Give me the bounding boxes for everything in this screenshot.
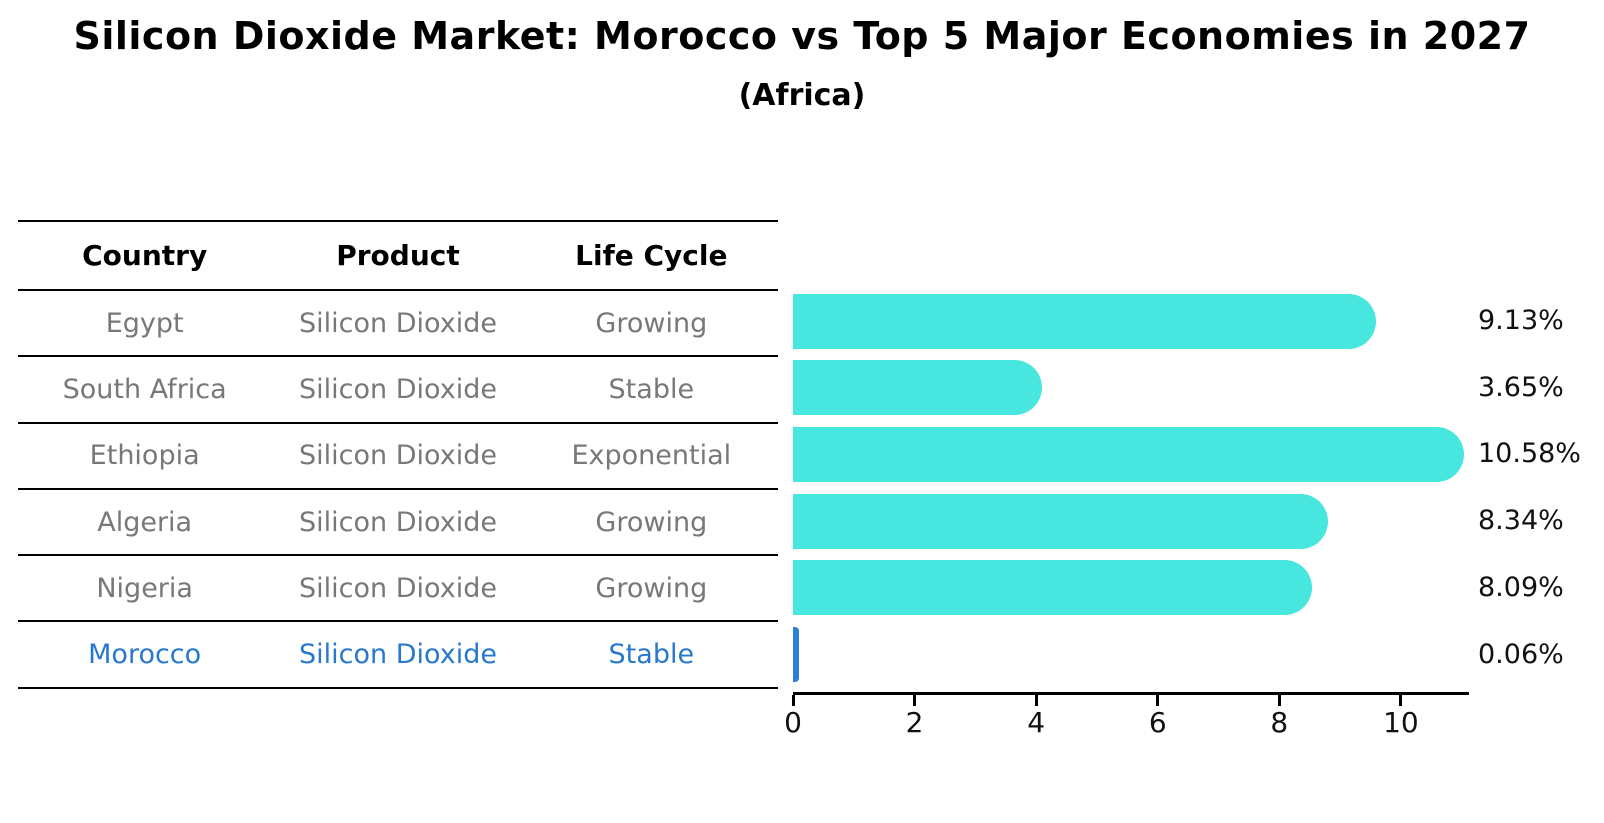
x-axis-tick-label: 4 [1027, 706, 1046, 739]
cell-product: Silicon Dioxide [299, 440, 497, 472]
cell-country: Nigeria [96, 572, 193, 604]
bar-value-label: 10.58% [1478, 438, 1581, 470]
cell-life-cycle: Stable [608, 373, 695, 405]
table-header-row: Country Product Life Cycle [18, 222, 778, 291]
cell-country: Morocco [88, 639, 202, 671]
cell-product: Silicon Dioxide [299, 506, 497, 538]
cell-life-cycle: Exponential [571, 440, 732, 472]
x-axis-tick [1399, 695, 1403, 706]
table-row-highlighted: Morocco Silicon Dioxide Stable [18, 622, 778, 689]
table-row: Nigeria Silicon Dioxide Growing [18, 556, 778, 623]
cell-life-cycle: Stable [608, 639, 695, 671]
cell-country: Ethiopia [89, 440, 200, 472]
table-row: Ethiopia Silicon Dioxide Exponential [18, 424, 778, 490]
chart-title: Silicon Dioxide Market: Morocco vs Top 5… [73, 14, 1531, 58]
bar-morocco [793, 627, 799, 682]
cell-product: Silicon Dioxide [299, 373, 497, 405]
bar-south-africa [793, 360, 1043, 416]
x-axis-tick-label: 6 [1148, 706, 1167, 739]
table-row: South Africa Silicon Dioxide Stable [18, 357, 778, 424]
chart-subtitle: (Africa) [738, 78, 866, 113]
cell-product: Silicon Dioxide [299, 307, 497, 339]
column-header-life-cycle: Life Cycle [575, 239, 728, 272]
cell-country: Egypt [105, 307, 184, 339]
x-axis-tick [1277, 695, 1281, 706]
cell-life-cycle: Growing [595, 572, 708, 604]
x-axis-tick [791, 695, 795, 706]
cell-country: South Africa [62, 373, 227, 405]
bar-nigeria [793, 560, 1313, 616]
bar-egypt [793, 293, 1376, 349]
x-axis-tick-label: 0 [784, 706, 802, 739]
bar-value-label: 0.06% [1478, 638, 1564, 670]
x-axis-line [793, 692, 1469, 695]
bar-value-label: 8.34% [1478, 505, 1564, 537]
bar-value-label: 3.65% [1478, 371, 1564, 403]
comparison-table: Country Product Life Cycle Egypt Silicon… [18, 220, 778, 689]
cell-product: Silicon Dioxide [299, 572, 497, 604]
cell-life-cycle: Growing [595, 506, 708, 538]
x-axis-tick [913, 695, 917, 706]
bar-value-label: 9.13% [1478, 305, 1564, 336]
bar-value-label: 8.09% [1478, 571, 1564, 603]
table-row: Algeria Silicon Dioxide Growing [18, 490, 778, 557]
column-header-product: Product [336, 239, 460, 272]
bar-ethiopia [793, 426, 1464, 482]
bar-algeria [793, 493, 1328, 549]
x-axis-tick-label: 2 [905, 706, 924, 739]
x-axis-tick-label: 10 [1383, 706, 1419, 739]
x-axis-tick-label: 8 [1270, 706, 1289, 739]
table-row: Egypt Silicon Dioxide Growing [18, 291, 778, 358]
cell-product: Silicon Dioxide [299, 639, 497, 671]
x-axis-tick [1034, 695, 1038, 706]
column-header-country: Country [82, 239, 208, 272]
cell-country: Algeria [97, 506, 193, 538]
cell-life-cycle: Growing [595, 307, 708, 339]
x-axis-tick [1156, 695, 1160, 706]
